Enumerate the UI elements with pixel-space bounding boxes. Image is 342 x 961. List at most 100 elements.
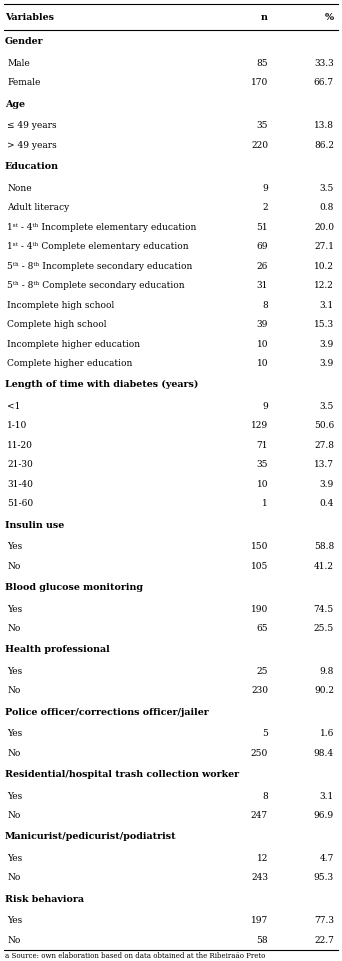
Text: Yes: Yes [7, 792, 22, 801]
Text: 31-40: 31-40 [7, 480, 33, 489]
Text: 3.5: 3.5 [320, 184, 334, 192]
Text: Yes: Yes [7, 667, 22, 676]
Text: 1: 1 [262, 500, 268, 508]
Text: 10: 10 [256, 480, 268, 489]
Text: 51: 51 [256, 223, 268, 232]
Text: 35: 35 [256, 121, 268, 131]
Text: 220: 220 [251, 140, 268, 150]
Text: Variables: Variables [5, 12, 54, 22]
Text: ≤ 49 years: ≤ 49 years [7, 121, 57, 131]
Text: Complete high school: Complete high school [7, 320, 106, 329]
Text: 74.5: 74.5 [314, 604, 334, 613]
Text: 95.3: 95.3 [314, 874, 334, 882]
Text: 1ˢᵗ - 4ᵗʰ Incomplete elementary education: 1ˢᵗ - 4ᵗʰ Incomplete elementary educatio… [7, 223, 196, 232]
Text: 13.8: 13.8 [314, 121, 334, 131]
Text: 250: 250 [251, 749, 268, 757]
Text: 1-10: 1-10 [7, 421, 27, 431]
Text: 12: 12 [256, 854, 268, 863]
Text: 9: 9 [262, 402, 268, 411]
Text: Police officer/corrections officer/jailer: Police officer/corrections officer/jaile… [5, 708, 209, 717]
Text: 27.1: 27.1 [314, 242, 334, 251]
Text: No: No [7, 936, 21, 945]
Text: Yes: Yes [7, 854, 22, 863]
Text: Complete higher education: Complete higher education [7, 359, 132, 368]
Text: 27.8: 27.8 [314, 441, 334, 450]
Text: Gender: Gender [5, 37, 44, 46]
Text: 71: 71 [256, 441, 268, 450]
Text: Risk behaviora: Risk behaviora [5, 895, 84, 904]
Text: 5ᵗʰ - 8ᵗʰ Complete secondary education: 5ᵗʰ - 8ᵗʰ Complete secondary education [7, 281, 185, 290]
Text: 150: 150 [251, 542, 268, 552]
Text: 98.4: 98.4 [314, 749, 334, 757]
Text: 197: 197 [251, 916, 268, 925]
Text: 39: 39 [256, 320, 268, 329]
Text: %: % [325, 12, 334, 22]
Text: 66.7: 66.7 [314, 79, 334, 87]
Text: Age: Age [5, 100, 25, 109]
Text: No: No [7, 686, 21, 696]
Text: 90.2: 90.2 [314, 686, 334, 696]
Text: Yes: Yes [7, 604, 22, 613]
Text: 65: 65 [256, 624, 268, 633]
Text: No: No [7, 811, 21, 820]
Text: 58: 58 [256, 936, 268, 945]
Text: 1.6: 1.6 [320, 729, 334, 738]
Text: 96.9: 96.9 [314, 811, 334, 820]
Text: 3.9: 3.9 [320, 480, 334, 489]
Text: 3.9: 3.9 [320, 359, 334, 368]
Text: 26: 26 [256, 261, 268, 271]
Text: a Source: own elaboration based on data obtained at the Ribeiraão Preto: a Source: own elaboration based on data … [5, 952, 265, 960]
Text: 10.2: 10.2 [314, 261, 334, 271]
Text: Incomplete higher education: Incomplete higher education [7, 339, 140, 349]
Text: 10: 10 [256, 359, 268, 368]
Text: Yes: Yes [7, 729, 22, 738]
Text: > 49 years: > 49 years [7, 140, 57, 150]
Text: 51-60: 51-60 [7, 500, 33, 508]
Text: Yes: Yes [7, 542, 22, 552]
Text: Yes: Yes [7, 916, 22, 925]
Text: 12.2: 12.2 [314, 281, 334, 290]
Text: 20.0: 20.0 [314, 223, 334, 232]
Text: 0.4: 0.4 [320, 500, 334, 508]
Text: 170: 170 [251, 79, 268, 87]
Text: 15.3: 15.3 [314, 320, 334, 329]
Text: 247: 247 [251, 811, 268, 820]
Text: 3.1: 3.1 [320, 301, 334, 309]
Text: 33.3: 33.3 [314, 59, 334, 68]
Text: 50.6: 50.6 [314, 421, 334, 431]
Text: Residential/hospital trash collection worker: Residential/hospital trash collection wo… [5, 770, 239, 779]
Text: Length of time with diabetes (years): Length of time with diabetes (years) [5, 381, 198, 389]
Text: 3.9: 3.9 [320, 339, 334, 349]
Text: 8: 8 [262, 301, 268, 309]
Text: 31: 31 [256, 281, 268, 290]
Text: 10: 10 [256, 339, 268, 349]
Text: 243: 243 [251, 874, 268, 882]
Text: 190: 190 [251, 604, 268, 613]
Text: Male: Male [7, 59, 30, 68]
Text: 25.5: 25.5 [314, 624, 334, 633]
Text: Female: Female [7, 79, 40, 87]
Text: No: No [7, 561, 21, 571]
Text: 41.2: 41.2 [314, 561, 334, 571]
Text: 5: 5 [262, 729, 268, 738]
Text: 77.3: 77.3 [314, 916, 334, 925]
Text: 58.8: 58.8 [314, 542, 334, 552]
Text: 4.7: 4.7 [320, 854, 334, 863]
Text: 69: 69 [256, 242, 268, 251]
Text: 25: 25 [256, 667, 268, 676]
Text: Blood glucose monitoring: Blood glucose monitoring [5, 583, 143, 592]
Text: Incomplete high school: Incomplete high school [7, 301, 114, 309]
Text: No: No [7, 874, 21, 882]
Text: 8: 8 [262, 792, 268, 801]
Text: 9: 9 [262, 184, 268, 192]
Text: 35: 35 [256, 460, 268, 469]
Text: 3.5: 3.5 [320, 402, 334, 411]
Text: 13.7: 13.7 [314, 460, 334, 469]
Text: Education: Education [5, 162, 59, 171]
Text: Adult literacy: Adult literacy [7, 203, 69, 212]
Text: No: No [7, 624, 21, 633]
Text: None: None [7, 184, 31, 192]
Text: 22.7: 22.7 [314, 936, 334, 945]
Text: 3.1: 3.1 [320, 792, 334, 801]
Text: 9.8: 9.8 [320, 667, 334, 676]
